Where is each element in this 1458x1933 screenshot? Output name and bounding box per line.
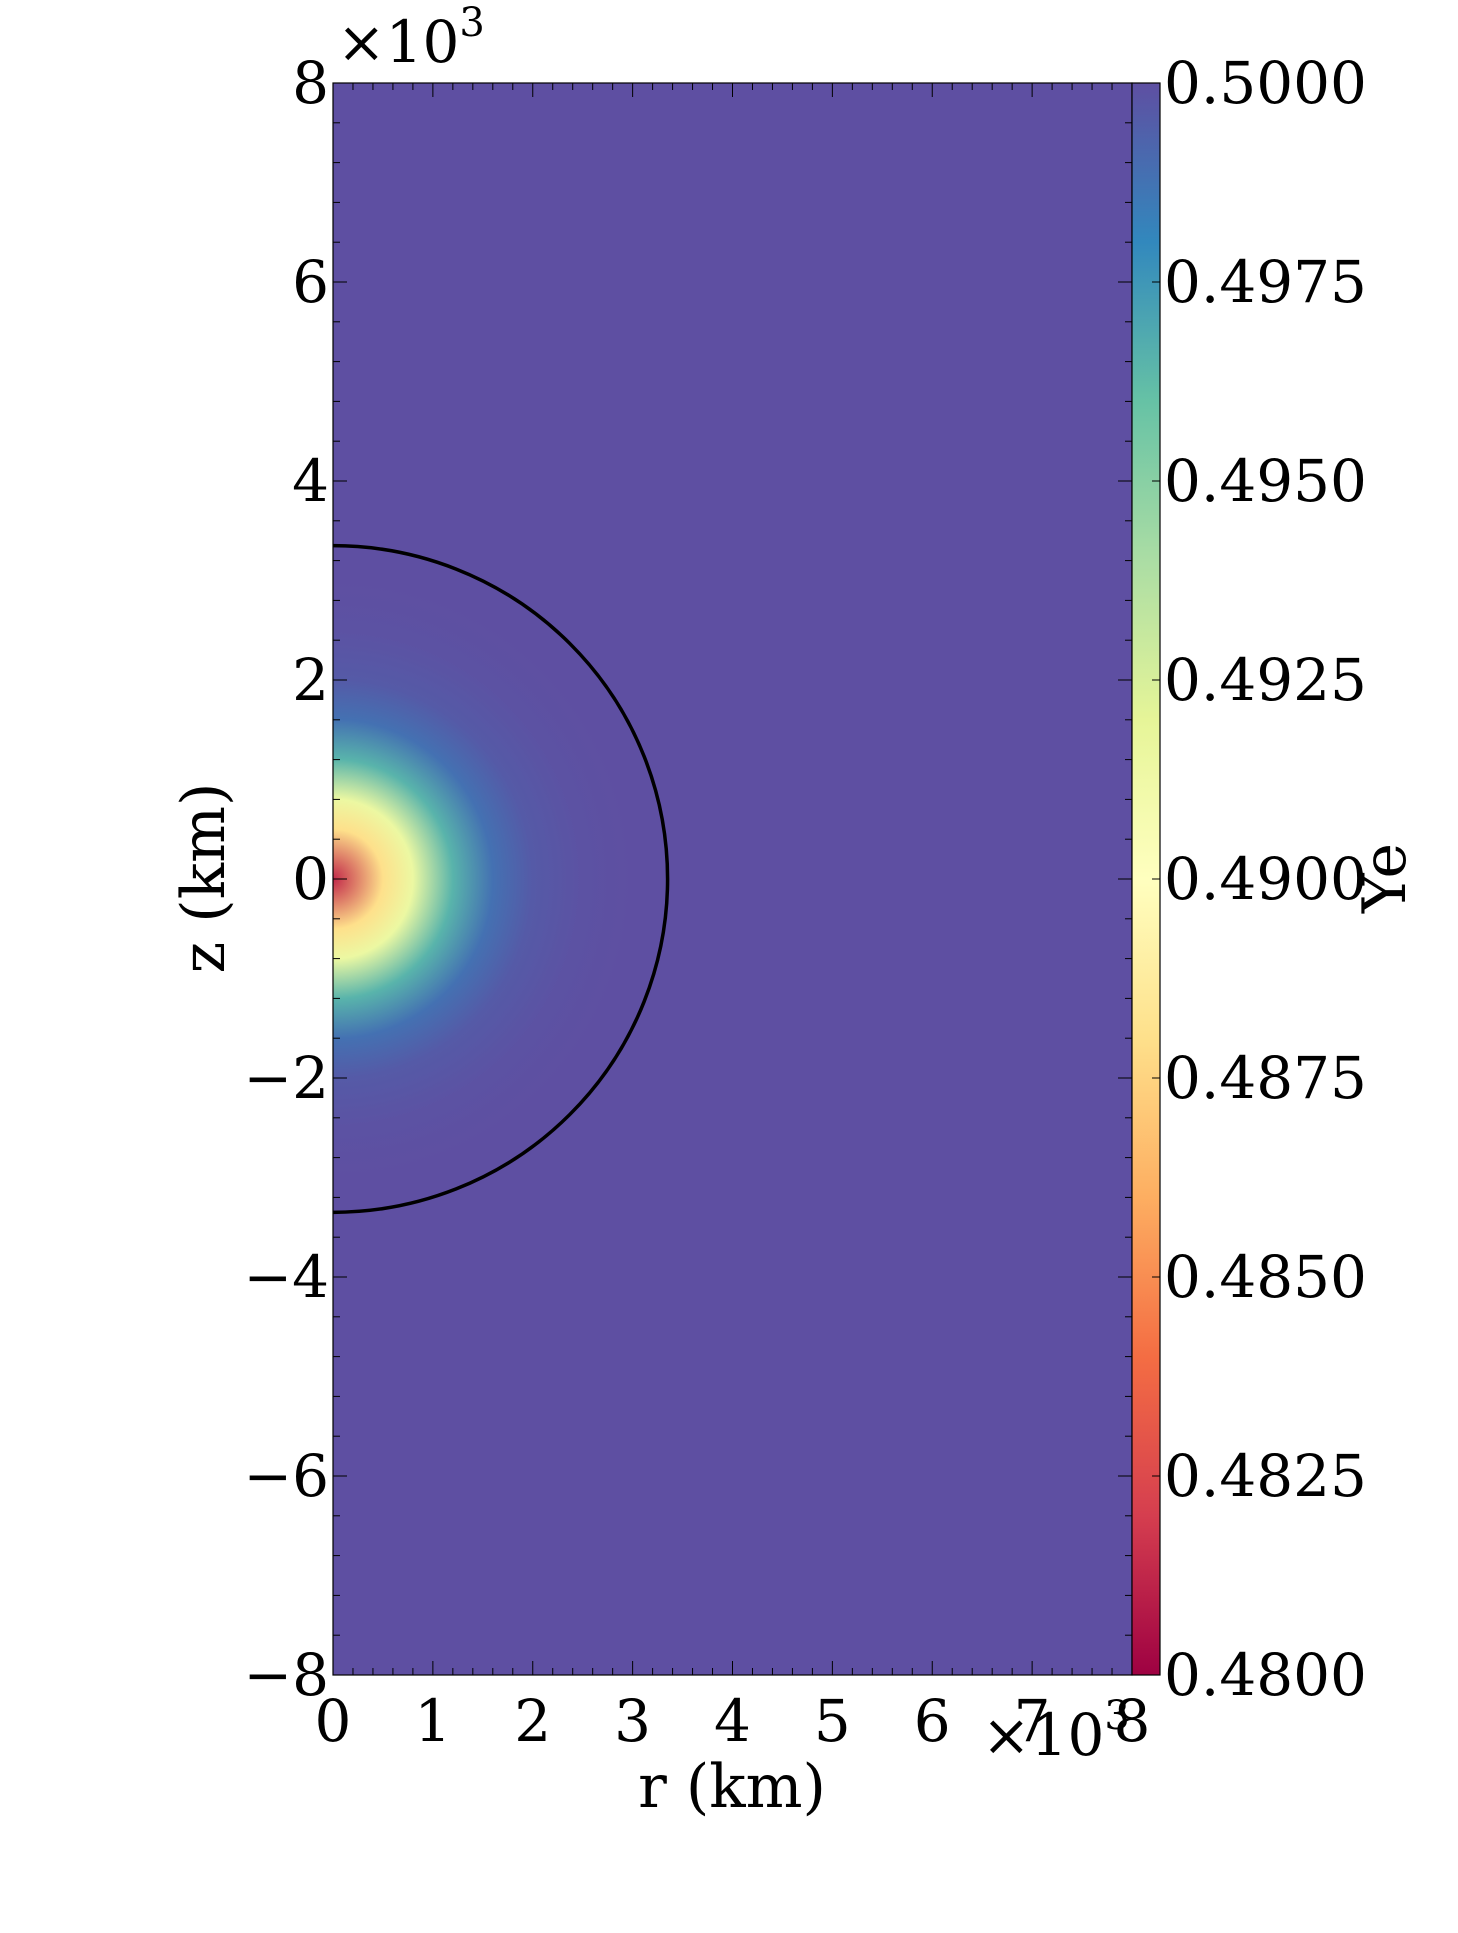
x-multiplier-base: ×10 xyxy=(982,1701,1104,1769)
x-tick-label: 7 xyxy=(1014,1687,1051,1755)
y-tick-label: −6 xyxy=(244,1442,330,1510)
y-tick-label: 4 xyxy=(292,447,329,515)
colorbar-tick-label: 0.4925 xyxy=(1164,646,1367,714)
x-tick-label: 4 xyxy=(714,1687,751,1755)
colorbar: 0.4800 0.4825 0.4850 0.4875 0.4900 0.4925 0.49… xyxy=(1131,49,1420,1709)
x-tick-label: 8 xyxy=(1114,1687,1151,1755)
colorbar-tick-label: 0.4875 xyxy=(1164,1044,1367,1112)
colorbar-tick-label: 0.4850 xyxy=(1164,1243,1367,1311)
x-tick-label: 2 xyxy=(514,1687,551,1755)
x-tick-label: 1 xyxy=(414,1687,451,1755)
y-multiplier-base: ×10 xyxy=(337,8,459,76)
y-tick-label: 0 xyxy=(292,845,329,913)
colorbar-tick-label: 0.4900 xyxy=(1164,845,1367,913)
x-tick-label: 0 xyxy=(315,1687,352,1755)
x-tick-label: 3 xyxy=(614,1687,651,1755)
colorbar-tick-label: 0.4825 xyxy=(1164,1442,1367,1510)
y-tick-label: 6 xyxy=(292,248,329,316)
colorbar-label: Ye xyxy=(1350,843,1420,914)
y-multiplier-exp: 3 xyxy=(459,0,484,46)
colorbar-tick-label: 0.4975 xyxy=(1164,248,1367,316)
y-tick-labels: −8 −6 −4 −2 0 2 4 6 8 xyxy=(244,49,330,1709)
y-multiplier: ×103 xyxy=(337,0,485,76)
y-tick-label: −8 xyxy=(244,1641,330,1709)
colorbar-tick-labels: 0.4800 0.4825 0.4850 0.4875 0.4900 0.4925 0.49… xyxy=(1152,49,1367,1709)
y-tick-label: 2 xyxy=(292,646,329,714)
x-tick-label: 5 xyxy=(814,1687,851,1755)
plot-area xyxy=(332,82,1133,1676)
x-tick-label: 6 xyxy=(914,1687,951,1755)
y-tick-label: −2 xyxy=(244,1044,330,1112)
colorbar-tick-label: 0.4950 xyxy=(1164,447,1367,515)
y-tick-label: 8 xyxy=(292,49,329,117)
y-tick-label: −4 xyxy=(244,1243,330,1311)
heatmap-field xyxy=(333,83,1132,1675)
colorbar-tick-label: 0.4800 xyxy=(1164,1641,1367,1709)
x-multiplier: ×103 xyxy=(982,1693,1130,1769)
y-axis-label: z (km) xyxy=(169,783,239,974)
x-axis-label: r (km) xyxy=(638,1752,826,1822)
colorbar-tick-label: 0.5000 xyxy=(1164,49,1367,117)
x-multiplier-exp: 3 xyxy=(1104,1693,1129,1739)
